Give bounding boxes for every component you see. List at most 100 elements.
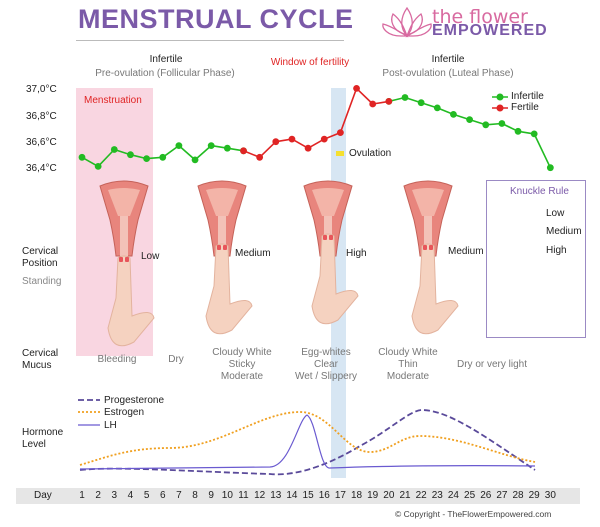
phase-infertile-pre: Infertile [149,54,183,65]
day-label: 24 [447,490,459,501]
day-label: 25 [464,490,476,501]
legend-estrogen: Estrogen [104,407,145,418]
menstruation-label: Menstruation [84,95,142,106]
temperature-point [466,116,473,123]
knuckle-medium: Medium [546,226,582,237]
title-divider [76,40,344,41]
day-label: 4 [127,490,134,501]
mucus-cloudy-thin: Cloudy White Thin Moderate [378,347,438,382]
temperature-point [78,153,86,161]
day-axis-label: Day [34,490,52,501]
cervix-medium-illustration-2 [403,180,459,335]
position-high: High [346,248,367,259]
temperature-point [175,142,183,150]
temperature-point [94,163,102,170]
temperature-point [159,153,167,161]
copyright-footer: © Copyright - TheFlowerEmpowered.com [395,509,552,519]
row-label-level: Level [22,439,46,450]
day-label: 12 [254,490,266,501]
legend-lh: LH [104,420,117,431]
temperature-point [127,151,134,159]
day-label: 20 [383,490,395,501]
day-axis-bar [16,488,580,504]
day-label: 7 [176,490,182,501]
row-label-position: Position [22,258,58,269]
temperature-point [546,164,554,172]
day-label: 11 [238,490,249,501]
cervix-medium-illustration-1 [197,180,253,335]
phase-window-of-fertility: Window of fertility [270,57,350,68]
temperature-segment [97,148,115,167]
temperature-segment [178,145,196,161]
y-tick-36-8: 36,8°C [26,111,57,122]
knuckle-low: Low [546,208,565,219]
position-medium-1: Medium [235,248,271,259]
ovulation-label: Ovulation [349,148,392,159]
day-label: 21 [399,490,411,501]
temperature-point [514,127,522,135]
brand-name-top: the flower [432,6,528,28]
row-label-standing: Standing [22,276,62,287]
day-label: 8 [192,490,198,501]
day-label: 15 [302,490,314,501]
temperature-point [110,146,118,153]
temperature-segment [194,145,212,161]
legend-infertile: Infertile [511,91,544,102]
day-label: 1 [79,490,85,501]
day-label: 13 [270,490,282,501]
row-label-hormone: Hormone [22,427,64,438]
day-label: 19 [367,490,379,501]
day-label: 2 [95,490,101,501]
day-label: 5 [143,490,150,501]
temperature-point [385,98,393,105]
temperature-chart [78,85,554,172]
mucus-bleeding: Bleeding [97,354,137,365]
position-low: Low [141,251,160,262]
temperature-point [288,135,296,143]
temperature-point [240,147,247,155]
position-medium-2: Medium [448,246,484,257]
day-label: 17 [334,490,346,501]
temperature-point [530,130,538,138]
row-label-cervical-1: Cervical [22,246,59,257]
day-label: 3 [111,490,118,501]
temperature-point [256,153,264,161]
lh-curve [79,414,536,470]
cervix-illustrations [99,180,459,347]
temperature-point [223,144,231,152]
temperature-point [498,120,506,127]
mucus-egg-whites: Egg-whites Clear Wet / Slippery [294,347,358,382]
temperature-point [369,100,377,108]
day-label: 26 [480,490,492,501]
y-tick-36-6: 36,6°C [26,137,57,148]
temperature-point [433,104,441,112]
legend-progesterone: Progesterone [104,395,165,406]
temperature-segment [355,87,374,105]
temperature-point [482,121,490,129]
temperature-point [337,129,344,137]
temperature-point [272,138,280,146]
temperature-segment [533,133,552,169]
temperature-point [401,94,409,101]
cervix-high-illustration [303,180,359,325]
knuckle-rule-title: Knuckle Rule [510,186,569,197]
phase-pre-ovulation: Pre-ovulation (Follicular Phase) [95,68,235,79]
knuckle-rule-panel [486,180,586,338]
day-label: 28 [512,490,524,501]
legend-fertile: Fertile [511,102,539,113]
mucus-dry: Dry [168,354,184,365]
day-label: 10 [221,490,233,501]
temperature-point [417,99,425,107]
mucus-cloudy-sticky: Cloudy White Sticky Moderate [212,347,272,382]
day-label: 22 [415,490,427,501]
day-label: 29 [528,490,540,501]
mucus-dry-light: Dry or very light [456,359,527,370]
temperature-segment [259,141,277,158]
day-label: 30 [544,490,556,501]
day-label: 6 [159,490,166,501]
row-label-cervical-2: Cervical [22,348,59,359]
progesterone-curve [79,409,536,476]
day-label: 14 [286,490,298,501]
temperature-point [353,85,360,92]
hormone-chart [79,409,536,476]
